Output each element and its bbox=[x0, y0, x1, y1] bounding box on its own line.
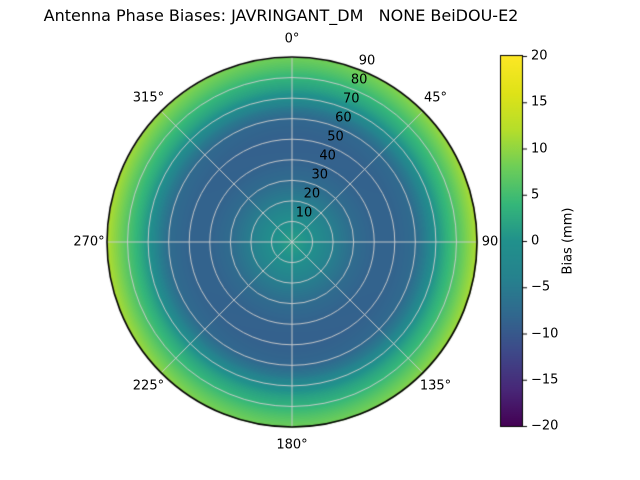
theta-tick-label: 225° bbox=[132, 378, 165, 394]
colorbar-tick-label: −15 bbox=[531, 372, 559, 388]
theta-tick-label: 45° bbox=[424, 90, 448, 106]
r-tick-label: 10 bbox=[295, 205, 313, 221]
colorbar-tick-label: −10 bbox=[531, 326, 559, 341]
theta-tick-label: 315° bbox=[132, 90, 165, 106]
colorbar-tick-label: 10 bbox=[531, 141, 548, 156]
r-tick-label: 60 bbox=[335, 110, 352, 126]
r-tick-label: 90 bbox=[358, 53, 376, 69]
colorbar-tick-label: 0 bbox=[531, 233, 540, 249]
theta-tick-label: 0° bbox=[284, 31, 300, 47]
r-tick-label: 20 bbox=[303, 186, 321, 202]
r-tick-label: 70 bbox=[342, 91, 360, 107]
theta-tick-label: 270° bbox=[73, 234, 105, 250]
colorbar-tick-label: 15 bbox=[531, 94, 548, 110]
theta-tick-label: 135° bbox=[419, 378, 452, 394]
chart-title: Antenna Phase Biases: JAVRINGANT_DM NONE… bbox=[43, 6, 519, 25]
colorbar-tick-label: −20 bbox=[531, 418, 559, 434]
colorbar-tick-label: 5 bbox=[531, 187, 540, 203]
r-tick-label: 80 bbox=[350, 72, 368, 88]
colorbar-axis-label: Bias (mm) bbox=[560, 207, 576, 275]
r-tick-label: 30 bbox=[311, 167, 329, 183]
theta-tick-label: 180° bbox=[276, 437, 308, 453]
r-tick-label: 40 bbox=[319, 148, 336, 164]
r-tick-label: 50 bbox=[327, 129, 344, 145]
theta-tick-label: 90 bbox=[481, 234, 499, 250]
colorbar-tick-label: 20 bbox=[531, 48, 548, 64]
colorbar-tick-label: −5 bbox=[531, 279, 551, 295]
